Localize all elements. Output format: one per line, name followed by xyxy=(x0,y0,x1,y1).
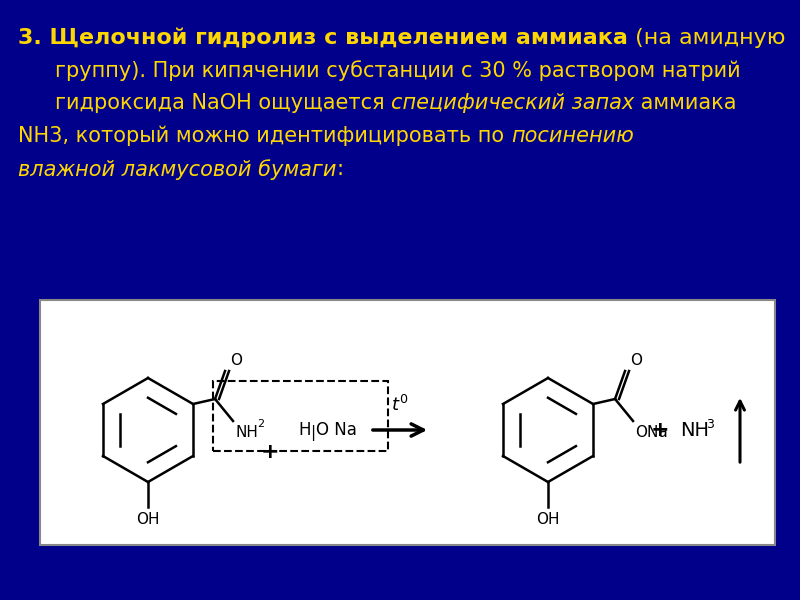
Text: 3: 3 xyxy=(706,418,714,431)
Text: OH: OH xyxy=(536,512,560,527)
Text: OH: OH xyxy=(136,512,160,527)
Text: O: O xyxy=(630,353,642,368)
Bar xyxy=(40,300,775,545)
Text: посинению: посинению xyxy=(510,126,634,146)
Text: H: H xyxy=(298,421,310,439)
Text: специфический запах: специфический запах xyxy=(391,93,634,113)
Text: 2: 2 xyxy=(257,419,264,429)
Text: NH: NH xyxy=(680,421,709,439)
Text: группу). При кипячении субстанции с 30 % раствором натрий: группу). При кипячении субстанции с 30 %… xyxy=(55,60,741,81)
Text: +: + xyxy=(261,442,279,462)
Text: +: + xyxy=(650,420,670,440)
Text: :: : xyxy=(337,159,343,179)
Text: $t^{0}$: $t^{0}$ xyxy=(391,395,409,415)
Bar xyxy=(213,381,388,451)
Text: ONa: ONa xyxy=(635,425,668,440)
Text: (на амидную: (на амидную xyxy=(628,28,786,48)
Text: аммиака: аммиака xyxy=(634,93,737,113)
Text: O: O xyxy=(230,353,242,368)
Text: NH3, который можно идентифицировать по: NH3, который можно идентифицировать по xyxy=(18,126,510,146)
Text: влажной лакмусовой бумаги: влажной лакмусовой бумаги xyxy=(18,159,337,180)
Text: гидроксида NaOH ощущается: гидроксида NaOH ощущается xyxy=(55,93,391,113)
Text: 3. Щелочной гидролиз с выделением аммиака: 3. Щелочной гидролиз с выделением аммиак… xyxy=(18,28,628,49)
Text: O Na: O Na xyxy=(316,421,357,439)
Text: NH: NH xyxy=(235,425,258,440)
Text: |: | xyxy=(310,425,315,441)
